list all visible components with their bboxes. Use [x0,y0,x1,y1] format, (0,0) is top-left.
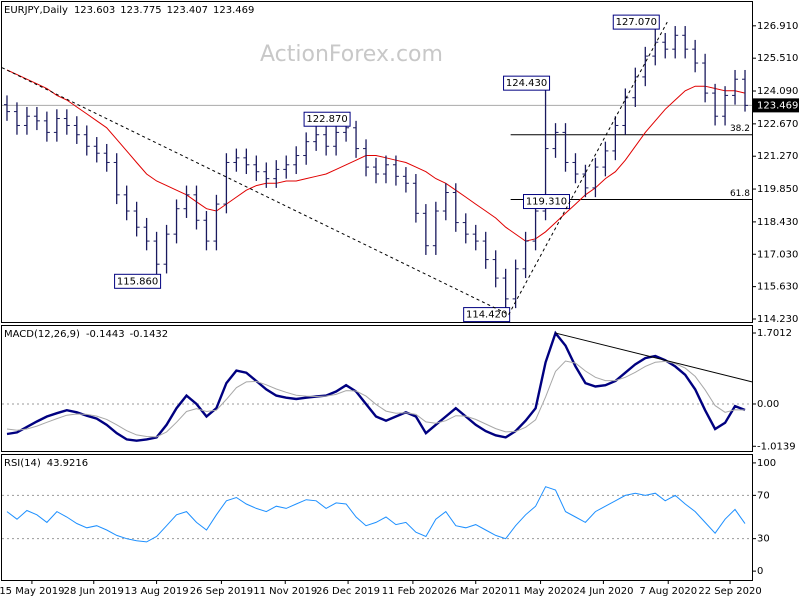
panel-title: RSI(14) [4,458,41,469]
y-tick-label: 119.850 [757,184,798,195]
indicator-line [6,330,746,442]
price-box-label: 123.469 [757,100,798,111]
y-tick-label: 126.910 [757,21,798,32]
price-box [752,98,799,113]
trendline [508,21,668,315]
header-value: 123.603 [74,5,115,16]
x-tick-label: 28 Jun 2019 [64,586,124,597]
y-tick-label: 118.430 [757,217,798,228]
x-tick-label: 13 Aug 2019 [125,586,189,597]
price-label: 115.860 [117,276,158,287]
y-tick-label: 70 [757,490,770,501]
header-value: -0.1443 [86,329,125,340]
x-tick-label: 26 Sep 2019 [190,586,253,597]
price-label-box [303,111,351,127]
y-tick-label: 0 [757,566,763,577]
trendline [1,67,509,316]
x-tick-label: 26 Mar 2020 [444,586,507,597]
y-tick-label: 124.090 [757,86,798,97]
y-tick-label: 30 [757,534,770,545]
price-label: 127.070 [616,17,657,28]
x-tick-label: 7 Aug 2020 [639,586,697,597]
y-tick-label: 100 [757,458,776,469]
header-value: 123.469 [213,5,254,16]
panel-title: MACD(12,26,9) [4,329,80,340]
trendline [555,332,753,383]
y-tick-label: 115.630 [757,282,798,293]
y-tick-label: 122.670 [757,119,798,130]
panel-title: EURJPY,Daily [4,5,68,16]
price-label-box [612,14,660,30]
price-label-box [463,307,511,323]
x-tick-label: 26 Dec 2019 [316,586,380,597]
price-label: 122.870 [306,114,347,125]
price-label-box [114,273,162,289]
header-value: 123.775 [120,5,161,16]
fib-label: 38.2 [730,124,750,134]
price-label: 119.310 [526,197,567,208]
y-tick-label: -1.0139 [757,441,796,452]
header-value: -0.1432 [130,329,169,340]
macd-panel-frame [1,325,753,452]
moving-average [6,69,746,242]
price-label-box [503,75,551,91]
y-tick-label: 1.7012 [757,328,792,339]
x-tick-label: 11 Nov 2019 [253,586,317,597]
indicator-line [6,360,746,438]
y-tick-label: 0.00 [757,399,779,410]
fib-label: 61.8 [730,189,750,199]
price-label: 114.420 [466,310,507,321]
x-tick-label: 11 May 2020 [508,586,573,597]
y-tick-label: 125.510 [757,53,798,64]
indicator-line [6,486,746,543]
y-tick-label: 117.030 [757,249,798,260]
rsi-panel-frame [1,454,753,581]
x-tick-label: 11 Feb 2020 [382,586,444,597]
price-panel-frame [1,1,753,323]
header-value: 43.9216 [47,458,88,469]
x-tick-label: 24 Jun 2020 [573,586,633,597]
header-value: 123.407 [167,5,208,16]
x-tick-label: 15 May 2019 [0,586,65,597]
watermark: ActionForex.com [260,42,443,67]
y-tick-label: 121.270 [757,151,798,162]
price-label: 124.430 [506,78,547,89]
y-tick-label: 114.230 [757,314,798,325]
x-tick-label: 22 Sep 2020 [698,586,761,597]
